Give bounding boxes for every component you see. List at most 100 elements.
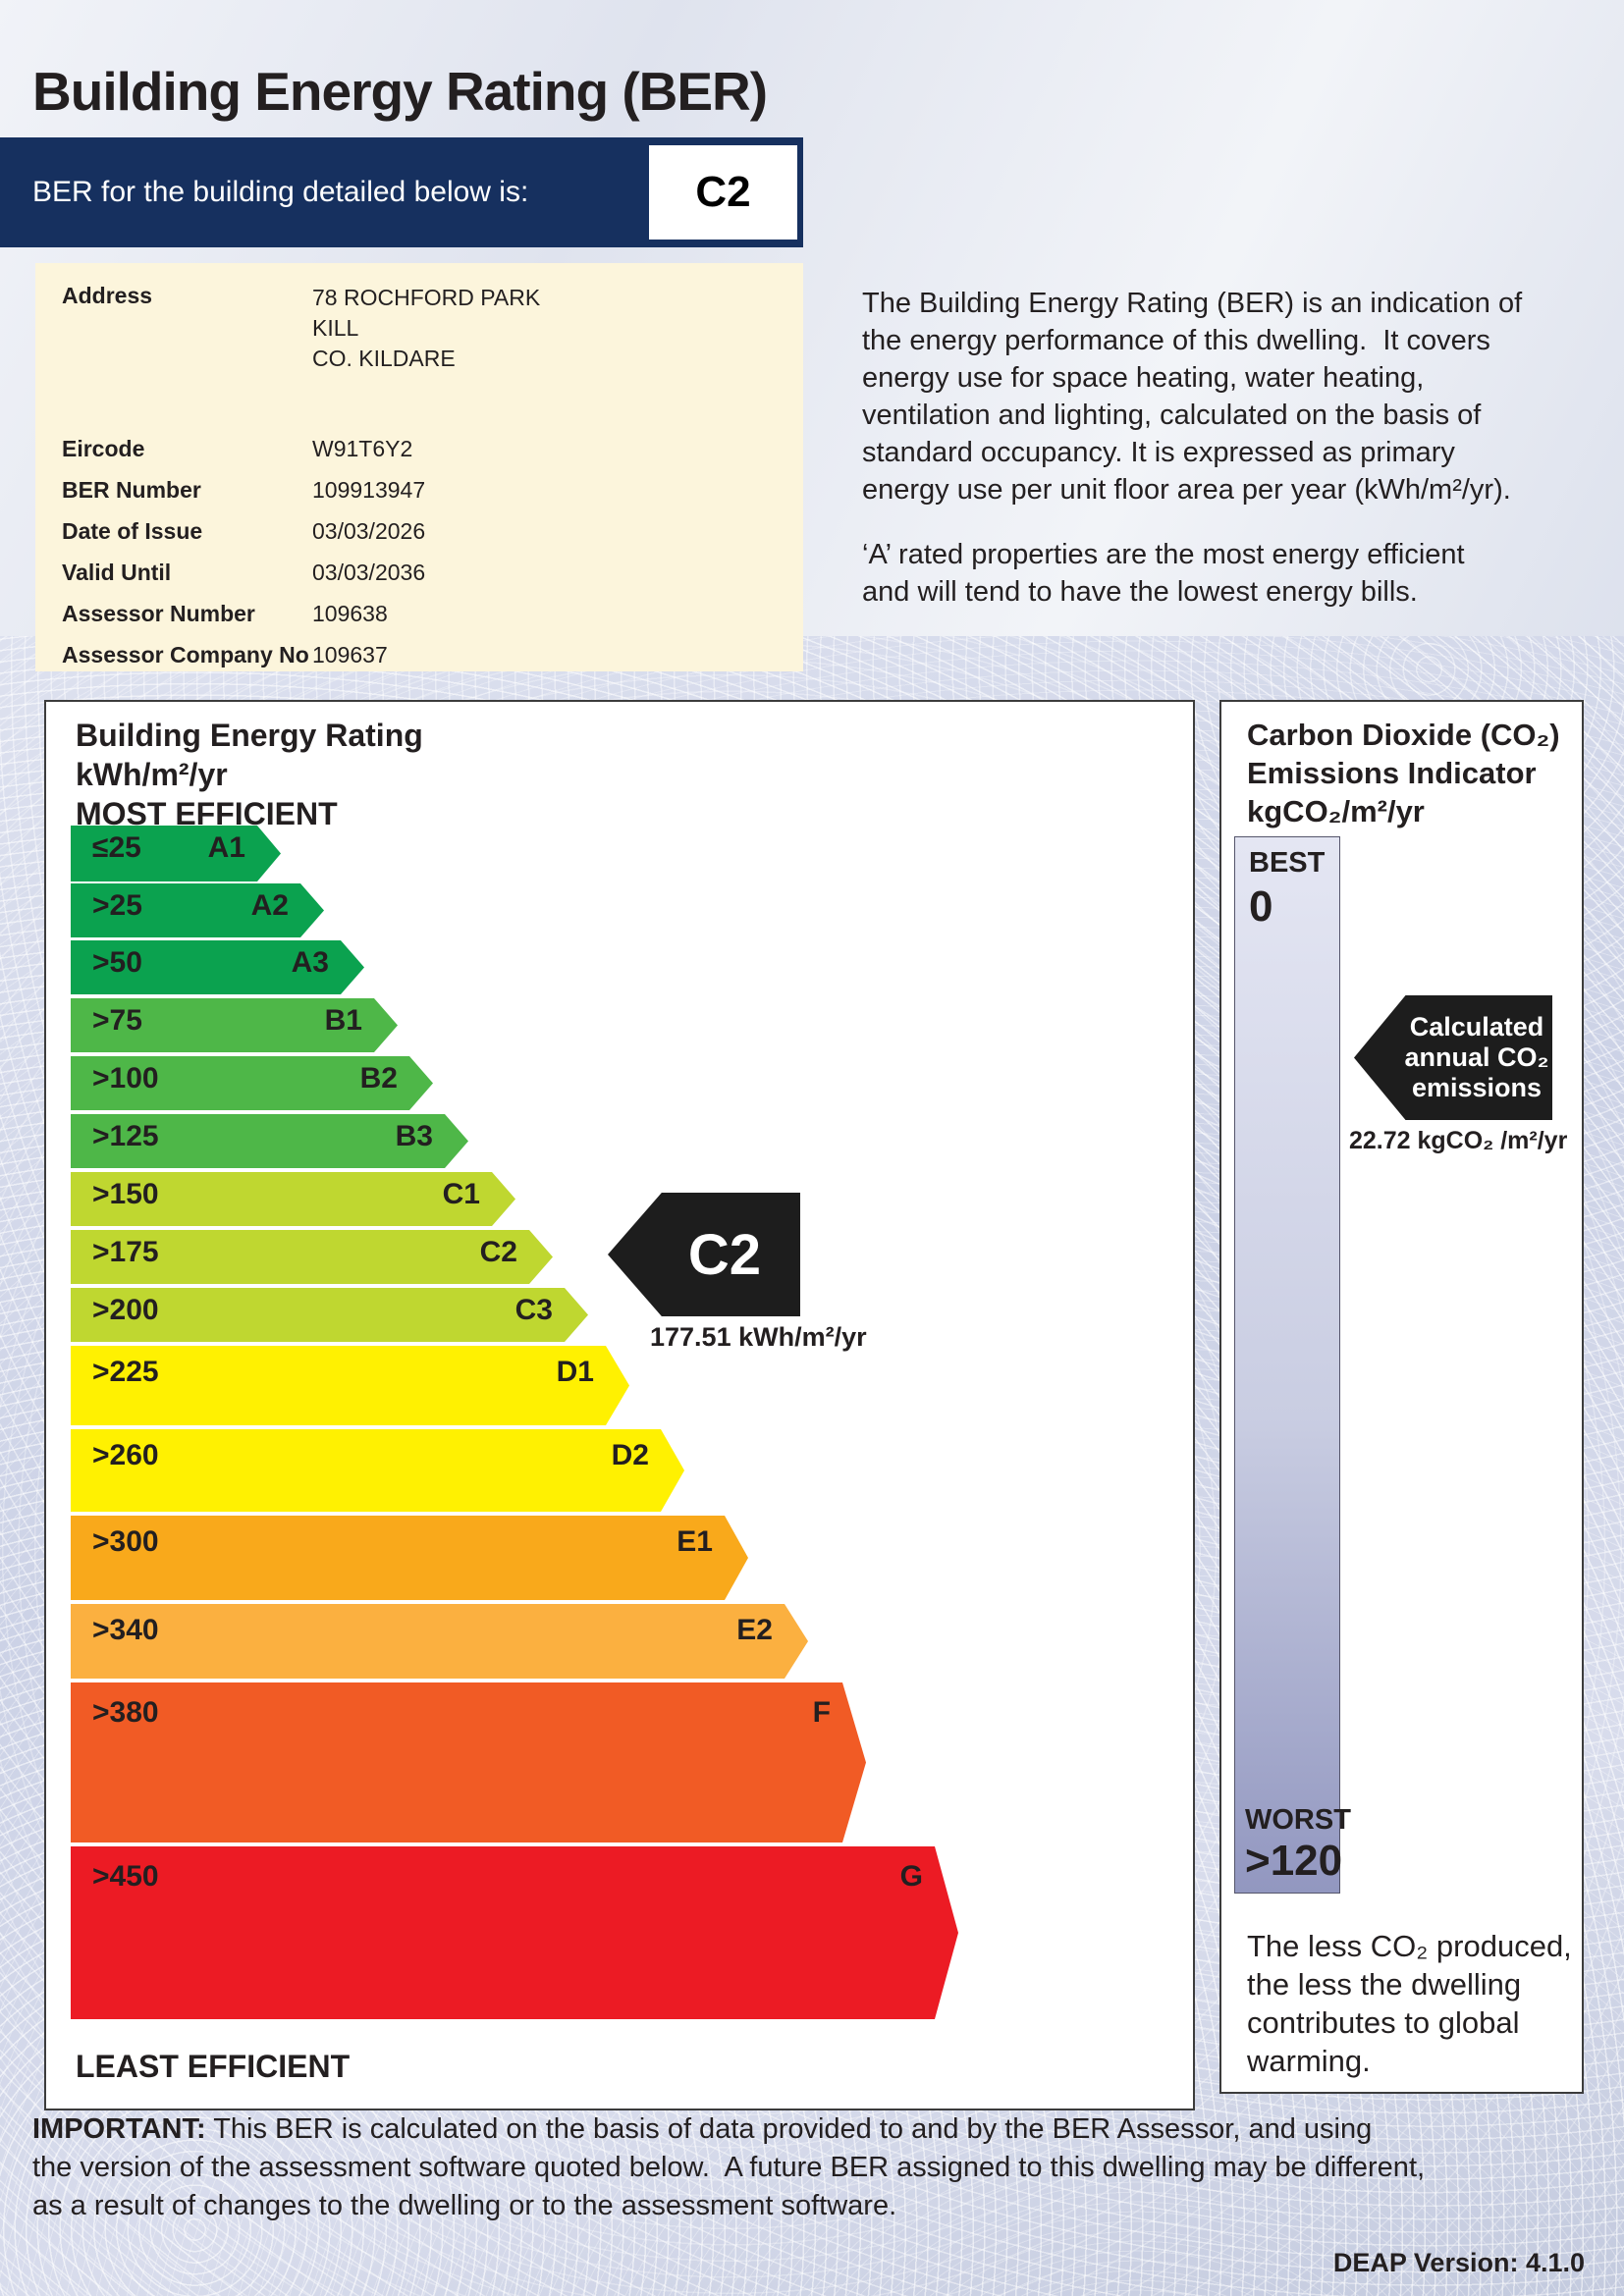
ber-scale-header: Building Energy Rating kWh/m²/yr MOST EF… [76, 716, 423, 833]
co2-title-line: Carbon Dioxide (CO₂) [1247, 718, 1560, 752]
detail-row-valid-until: Valid Until 03/03/2036 [62, 560, 425, 586]
ber-band-b3: >125 B3 [71, 1114, 468, 1168]
ber-band-e2: >340 E2 [71, 1604, 808, 1679]
intro-paragraph-2: ‘A’ rated properties are the most energy… [862, 536, 1597, 611]
ber-band-c1: >150 C1 [71, 1172, 515, 1226]
co2-title-line: kgCO₂/m²/yr [1247, 794, 1425, 828]
assessor-company-label: Assessor Company No [62, 642, 309, 667]
band-grade: G [899, 1860, 923, 1893]
valid-until-value: 03/03/2036 [312, 560, 426, 585]
intro-p1-line: energy use for space heating, water heat… [862, 362, 1425, 394]
rating-banner-value: C2 [695, 168, 751, 216]
band-threshold: >25 [92, 889, 142, 922]
intro-p1-line: energy use per unit floor area per year … [862, 474, 1511, 506]
ber-number-label: BER Number [62, 477, 201, 503]
intro-p1-line: the energy performance of this dwelling.… [862, 325, 1490, 356]
important-line-1-text: This BER is calculated on the basis of d… [205, 2113, 1373, 2145]
detail-row-eircode: Eircode W91T6Y2 [62, 436, 412, 462]
band-grade: E1 [677, 1525, 713, 1558]
ber-scale-panel: Building Energy Rating kWh/m²/yr MOST EF… [44, 700, 1195, 2110]
date-of-issue-value: 03/03/2026 [312, 518, 426, 544]
intro-p1-line: ventilation and lighting, calculated on … [862, 400, 1482, 431]
co2-worst-label: WORST [1245, 1804, 1351, 1836]
band-grade: A2 [250, 889, 289, 922]
assessor-number-value: 109638 [312, 601, 388, 626]
ber-number-value: 109913947 [312, 477, 426, 503]
band-grade: F [812, 1696, 831, 1729]
co2-best-label: BEST [1249, 847, 1326, 879]
band-grade: C3 [514, 1294, 553, 1326]
band-threshold: >100 [92, 1062, 159, 1095]
band-grade: E2 [736, 1614, 773, 1646]
date-of-issue-label: Date of Issue [62, 518, 203, 544]
intro-paragraph-1: The Building Energy Rating (BER) is an i… [862, 285, 1597, 508]
band-threshold: >175 [92, 1236, 159, 1268]
band-threshold: ≤25 [92, 831, 141, 864]
co2-note-line: The less CO₂ produced, [1247, 1929, 1572, 1963]
band-grade: A1 [207, 831, 245, 864]
property-details-panel: Address 78 ROCHFORD PARK KILL CO. KILDAR… [35, 263, 803, 671]
ber-band-d2: >260 D2 [71, 1429, 684, 1512]
co2-scale-bar: BEST 0 WORST >120 [1234, 836, 1351, 1894]
address-line-1: 78 ROCHFORD PARK [312, 285, 541, 310]
deap-version: DEAP Version: 4.1.0 [1332, 2248, 1585, 2277]
eircode-value: W91T6Y2 [312, 436, 413, 461]
co2-note: The less CO₂ produced, the less the dwel… [1247, 1927, 1576, 2080]
important-label: IMPORTANT: [32, 2113, 206, 2145]
ber-band-e1: >300 E1 [71, 1516, 748, 1600]
co2-worst-value: >120 [1245, 1837, 1343, 1885]
co2-arrow-text: annual CO₂ [1404, 1042, 1549, 1072]
address-line-3: CO. KILDARE [312, 346, 456, 371]
detail-row-assessor-company: Assessor Company No 109637 [62, 642, 388, 668]
co2-panel-header: Carbon Dioxide (CO₂) Emissions Indicator… [1247, 716, 1560, 830]
co2-emissions-panel: Carbon Dioxide (CO₂) Emissions Indicator… [1219, 700, 1584, 2094]
co2-title-line: Emissions Indicator [1247, 756, 1537, 790]
band-grade: A3 [291, 946, 329, 979]
important-line-3: as a result of changes to the dwelling o… [32, 2190, 897, 2221]
ber-band-a1: ≤25 A1 [71, 826, 281, 881]
band-threshold: >125 [92, 1120, 159, 1152]
band-grade: B3 [395, 1120, 433, 1152]
least-efficient-label: LEAST EFFICIENT [76, 2049, 351, 2084]
ber-band-c3: >200 C3 [71, 1288, 588, 1342]
band-threshold: >150 [92, 1178, 159, 1210]
band-threshold: >380 [92, 1696, 159, 1729]
ber-band-a2: >25 A2 [71, 883, 324, 937]
ber-intro-text: The Building Energy Rating (BER) is an i… [862, 285, 1597, 611]
rating-banner-box: C2 [649, 145, 797, 240]
band-grade: D2 [611, 1439, 649, 1471]
address-label: Address [62, 283, 153, 308]
intro-p1-line: standard occupancy. It is expressed as p… [862, 437, 1455, 468]
intro-p2-line: and will tend to have the lowest energy … [862, 576, 1418, 608]
important-line-1: IMPORTANT: This BER is calculated on the… [32, 2110, 1594, 2149]
band-grade: C1 [442, 1178, 480, 1210]
rating-indicator-grade: C2 [687, 1222, 762, 1287]
band-grade: B1 [324, 1004, 362, 1037]
co2-indicator-arrow: Calculated annual CO₂ emissions [1354, 995, 1552, 1120]
ber-band-d1: >225 D1 [71, 1346, 629, 1425]
ber-scale-title: Building Energy Rating [76, 718, 423, 753]
ber-scale-unit: kWh/m²/yr [76, 757, 228, 792]
co2-arrow-text: emissions [1411, 1073, 1543, 1102]
important-line-2: the version of the assessment software q… [32, 2152, 1426, 2183]
ber-band-a3: >50 A3 [71, 940, 364, 994]
band-threshold: >200 [92, 1294, 159, 1326]
page-title: Building Energy Rating (BER) [32, 60, 768, 122]
band-threshold: >300 [92, 1525, 159, 1558]
band-threshold: >50 [92, 946, 142, 979]
ber-band-f: >380 F [71, 1682, 866, 1842]
eircode-label: Eircode [62, 436, 145, 461]
intro-p1-line: The Building Energy Rating (BER) is an i… [862, 288, 1523, 319]
band-threshold: >340 [92, 1614, 159, 1646]
band-threshold: >75 [92, 1004, 142, 1037]
detail-row-assessor-number: Assessor Number 109638 [62, 601, 388, 627]
co2-arrow-text: Calculated [1409, 1012, 1544, 1041]
ber-band-b2: >100 B2 [71, 1056, 433, 1110]
rating-indicator-arrow: C2 [608, 1193, 800, 1316]
co2-note-line: warming. [1247, 2044, 1371, 2078]
band-grade: D1 [556, 1356, 594, 1388]
co2-note-line: contributes to global [1247, 2005, 1520, 2040]
assessor-company-value: 109637 [312, 642, 388, 667]
co2-annual-value: 22.72 kgCO₂ /m²/yr [1349, 1127, 1568, 1154]
